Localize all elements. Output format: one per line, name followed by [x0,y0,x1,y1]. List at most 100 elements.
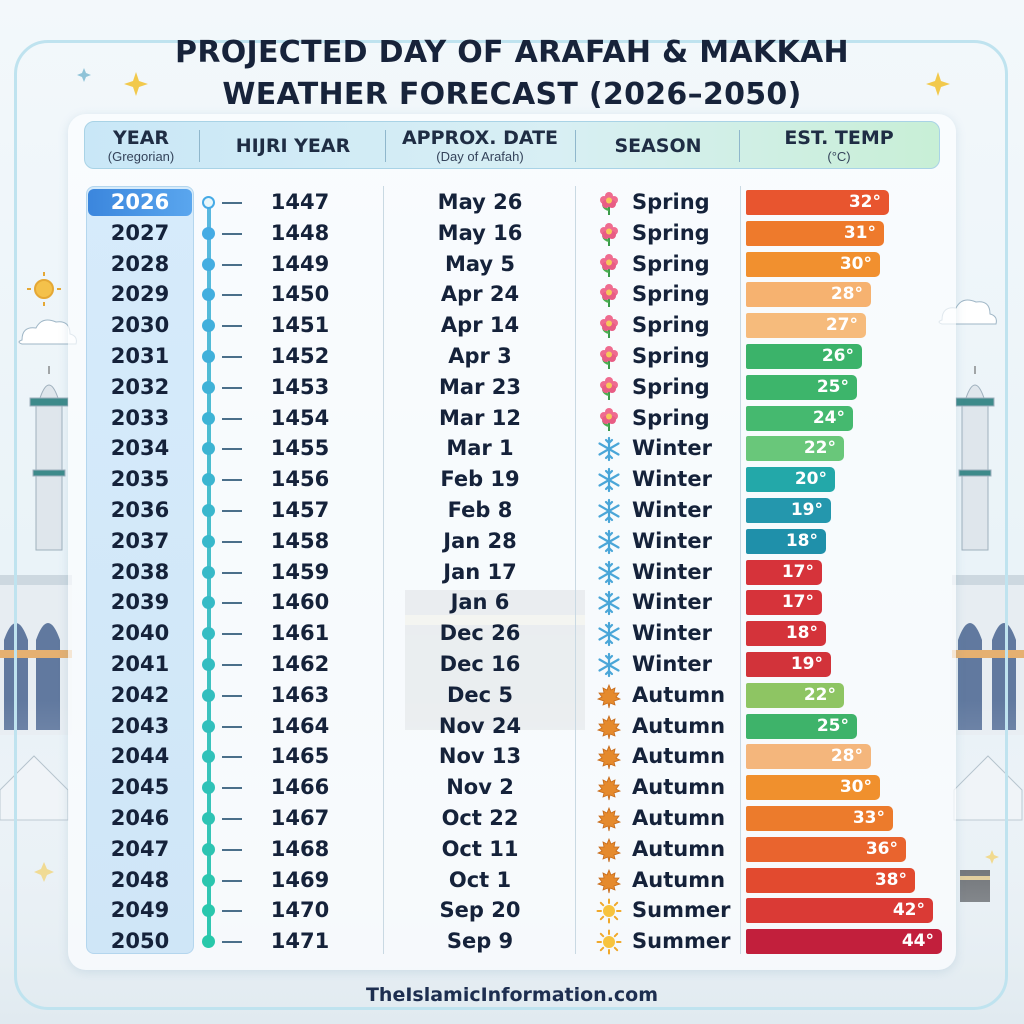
timeline-connector [222,540,242,543]
temp-bar: 19° [746,498,831,523]
arafah-date-cell: Mar 1 [446,436,514,461]
arafah-date-cell: Dec 16 [439,652,521,676]
season-cell: Winter [632,590,712,615]
year-cell: 2028 [110,251,170,276]
table-row: 2040 1461 Dec 26 Winter 18° [0,618,1024,649]
maple-leaf-icon [596,837,622,863]
table-row: 2036 1457 Feb 8 Winter 19° [0,495,1024,526]
temp-bar: 25° [746,713,857,739]
snowflake-icon [596,621,622,647]
temp-bar: 38° [746,867,915,893]
right-minaret [955,366,995,551]
season-cell: Autumn [632,775,726,800]
hijri-year-cell: 1451 [270,313,330,338]
year-cell: 2042 [110,682,170,707]
temp-label: 25° [816,376,849,397]
page-title: PROJECTED DAY OF ARAFAH & MAKKAH WEATHER… [0,32,1024,116]
season-cell: Spring [632,313,710,338]
year-cell: 2040 [110,621,170,646]
header-season: SEASON [577,122,739,170]
season-cell: Spring [632,190,710,214]
temp-label: 26° [821,346,854,366]
header-temp-label: EST. TEMP [784,127,894,149]
cloud-left-icon [18,319,77,345]
year-cell: 2045 [110,775,170,800]
hijri-year-cell: 1448 [270,220,330,245]
flower-icon [596,190,622,216]
season-cell: Winter [632,528,712,553]
header-year-label: YEAR [112,127,170,149]
flower-icon [596,221,622,247]
timeline-dot [202,596,215,610]
season-cell: Spring [632,374,710,399]
year-cell: 2026 [88,189,192,216]
season-cell: Winter [632,498,712,522]
year-cell: 2049 [110,898,170,923]
snowflake-icon [596,590,622,616]
hijri-year-cell: 1462 [270,652,330,676]
hijri-year-cell: 1468 [270,836,330,861]
header-divider [575,130,576,162]
year-cell: 2033 [110,405,170,430]
hijri-year-cell: 1470 [270,898,330,923]
year-cell: 2041 [110,652,170,676]
temp-label: 28° [830,746,863,767]
year-cell: 2027 [110,220,170,245]
temp-bar: 24° [746,405,853,431]
timeline-dot [202,350,215,363]
timeline-connector [222,664,242,666]
header-divider [199,130,200,162]
timeline-dot [202,688,215,702]
hijri-year-cell: 1454 [270,405,330,430]
timeline-connector [222,694,242,697]
column-divider [740,186,741,954]
snowflake-icon [596,498,622,524]
hijri-year-cell: 1461 [270,621,330,646]
temp-bar: 31° [746,220,884,246]
timeline-dot [202,226,215,240]
table-row: 2046 1467 Oct 22 Autumn 33° [0,803,1024,834]
hijri-year-cell: 1465 [270,744,330,769]
hijri-year-cell: 1449 [270,251,330,276]
hijri-year-cell: 1450 [270,282,330,307]
sparkle-icon [124,72,148,96]
season-cell: Winter [632,436,712,461]
year-cell: 2034 [110,436,170,461]
temp-label: 32° [848,192,881,212]
timeline-dot [202,627,215,641]
arafah-date-cell: May 5 [444,251,516,276]
table-row: 2035 1456 Feb 19 Winter 20° [0,464,1024,495]
timeline-dot [202,534,215,548]
table-row: 2026 1447 May 26 Spring 32° [0,187,1024,218]
temp-label: 22° [803,684,836,705]
temp-bar: 28° [746,282,871,308]
season-cell: Spring [632,282,710,307]
season-cell: Spring [632,405,710,430]
arafah-date-cell: Dec 26 [439,621,521,646]
temp-bar: 20° [746,467,835,493]
snowflake-icon [596,560,622,586]
year-cell: 2029 [110,282,170,307]
table-header: YEAR (Gregorian) HIJRI YEAR APPROX. DATE… [84,121,940,169]
header-season-label: SEASON [614,134,702,157]
title-line-2: WEATHER FORECAST (2026–2050) [222,77,802,112]
flower-icon [596,406,622,432]
arafah-date-cell: Mar 23 [439,374,521,399]
hijri-year-cell: 1453 [270,374,330,399]
maple-leaf-icon [596,744,622,770]
timeline-dot [202,873,215,887]
table-row: 2028 1449 May 5 Spring 30° [0,249,1024,280]
timeline-connector [222,325,242,328]
table-row: 2030 1451 Apr 14 Spring 27° [0,310,1024,341]
arafah-date-cell: Jan 17 [443,559,517,584]
temp-bar: 25° [746,374,857,400]
year-cell: 2038 [110,559,170,584]
timeline-dot [202,750,215,764]
temp-label: 30° [839,777,872,798]
arafah-date-cell: Oct 22 [441,806,519,830]
arafah-date-cell: Jan 6 [450,590,510,615]
timeline-dot [202,719,215,733]
header-date-sub: (Day of Arafah) [436,149,524,164]
title-line-1: PROJECTED DAY OF ARAFAH & MAKKAH [175,35,849,70]
timeline-dot [202,380,215,394]
